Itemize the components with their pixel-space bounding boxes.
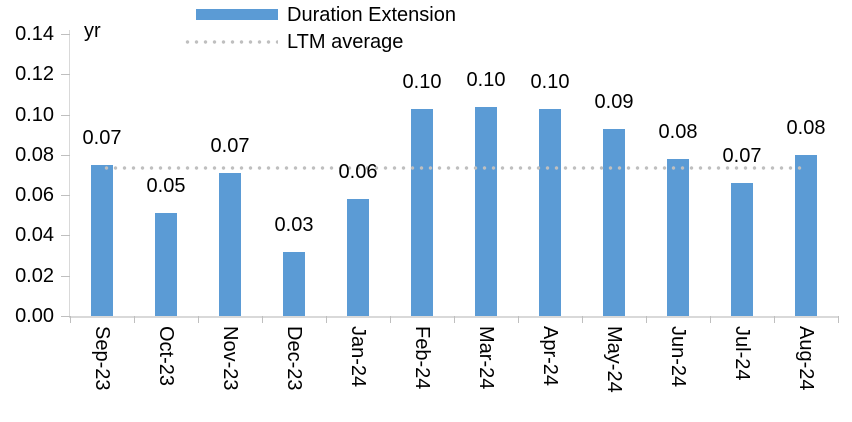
x-axis-tick bbox=[134, 316, 135, 323]
bar-value-label: 0.03 bbox=[274, 214, 314, 236]
y-axis-unit-label: yr bbox=[84, 20, 101, 42]
duration-extension-bar bbox=[795, 155, 817, 316]
y-axis-tick bbox=[61, 316, 70, 317]
duration-extension-bar bbox=[475, 107, 497, 316]
duration-extension-bar bbox=[667, 159, 689, 316]
y-axis-tick bbox=[61, 276, 70, 277]
x-axis-category-label: Mar-24 bbox=[475, 326, 497, 390]
x-axis-category-label: Jan-24 bbox=[347, 326, 369, 388]
legend-bar-swatch bbox=[196, 9, 278, 20]
y-axis-line bbox=[69, 30, 70, 318]
x-axis-category-label: Jun-24 bbox=[667, 326, 689, 388]
duration-extension-bar bbox=[731, 183, 753, 316]
x-axis-tick bbox=[518, 316, 519, 323]
bar-value-label: 0.06 bbox=[338, 161, 378, 183]
y-axis-tick bbox=[61, 74, 70, 75]
x-axis-tick bbox=[326, 316, 327, 323]
bar-value-label: 0.07 bbox=[722, 145, 762, 167]
y-axis-tick-label: 0.02 bbox=[15, 265, 54, 287]
x-axis-tick bbox=[390, 316, 391, 323]
ltm-average-line bbox=[102, 166, 806, 170]
duration-extension-bar bbox=[155, 213, 177, 316]
x-axis-category-label: May-24 bbox=[603, 326, 625, 393]
x-axis-category-label: Sep-23 bbox=[91, 326, 113, 391]
y-axis-tick-label: 0.00 bbox=[15, 305, 54, 327]
legend-dotted-line-swatch bbox=[183, 40, 278, 44]
bar-value-label: 0.10 bbox=[402, 71, 442, 93]
duration-extension-bar bbox=[603, 129, 625, 316]
y-axis-tick bbox=[61, 235, 70, 236]
y-axis-tick bbox=[61, 155, 70, 156]
duration-extension-bar bbox=[539, 109, 561, 316]
x-axis-tick bbox=[774, 316, 775, 323]
bar-value-label: 0.08 bbox=[658, 121, 698, 143]
x-axis-tick bbox=[646, 316, 647, 323]
x-axis-category-label: Nov-23 bbox=[219, 326, 241, 391]
x-axis-tick bbox=[70, 316, 71, 323]
y-axis-tick-label: 0.10 bbox=[15, 104, 54, 126]
duration-extension-bar bbox=[219, 173, 241, 316]
y-axis-tick-label: 0.06 bbox=[15, 184, 54, 206]
legend-line-label: LTM average bbox=[287, 31, 404, 53]
legend-bar-label: Duration Extension bbox=[287, 4, 456, 26]
y-axis-tick-label: 0.14 bbox=[15, 23, 54, 45]
y-axis-tick-label: 0.04 bbox=[15, 224, 54, 246]
y-axis-tick bbox=[61, 34, 70, 35]
bar-value-label: 0.07 bbox=[82, 127, 122, 149]
x-axis-tick bbox=[582, 316, 583, 323]
y-axis-tick bbox=[61, 115, 70, 116]
y-axis-tick-label: 0.12 bbox=[15, 63, 54, 85]
duration-extension-bar bbox=[283, 252, 305, 316]
bar-value-label: 0.08 bbox=[786, 117, 826, 139]
x-axis-category-label: Jul-24 bbox=[731, 326, 753, 381]
duration-extension-bar bbox=[411, 109, 433, 316]
x-axis-tick bbox=[262, 316, 263, 323]
bar-value-label: 0.10 bbox=[530, 71, 570, 93]
bar-value-label: 0.07 bbox=[210, 135, 250, 157]
x-axis-category-label: Apr-24 bbox=[539, 326, 561, 387]
x-axis-category-label: Dec-23 bbox=[283, 326, 305, 391]
x-axis-tick bbox=[454, 316, 455, 323]
y-axis-tick-label: 0.08 bbox=[15, 144, 54, 166]
x-axis-category-label: Oct-23 bbox=[155, 326, 177, 387]
bar-value-label: 0.05 bbox=[146, 175, 186, 197]
bar-value-label: 0.09 bbox=[594, 91, 634, 113]
x-axis-tick bbox=[838, 316, 839, 323]
y-axis-tick bbox=[61, 195, 70, 196]
duration-extension-bar bbox=[347, 199, 369, 316]
x-axis-category-label: Aug-24 bbox=[795, 326, 817, 391]
x-axis-tick bbox=[710, 316, 711, 323]
x-axis-category-label: Feb-24 bbox=[411, 326, 433, 390]
duration-extension-bar bbox=[91, 165, 113, 316]
x-axis-tick bbox=[198, 316, 199, 323]
bar-value-label: 0.10 bbox=[466, 69, 506, 91]
